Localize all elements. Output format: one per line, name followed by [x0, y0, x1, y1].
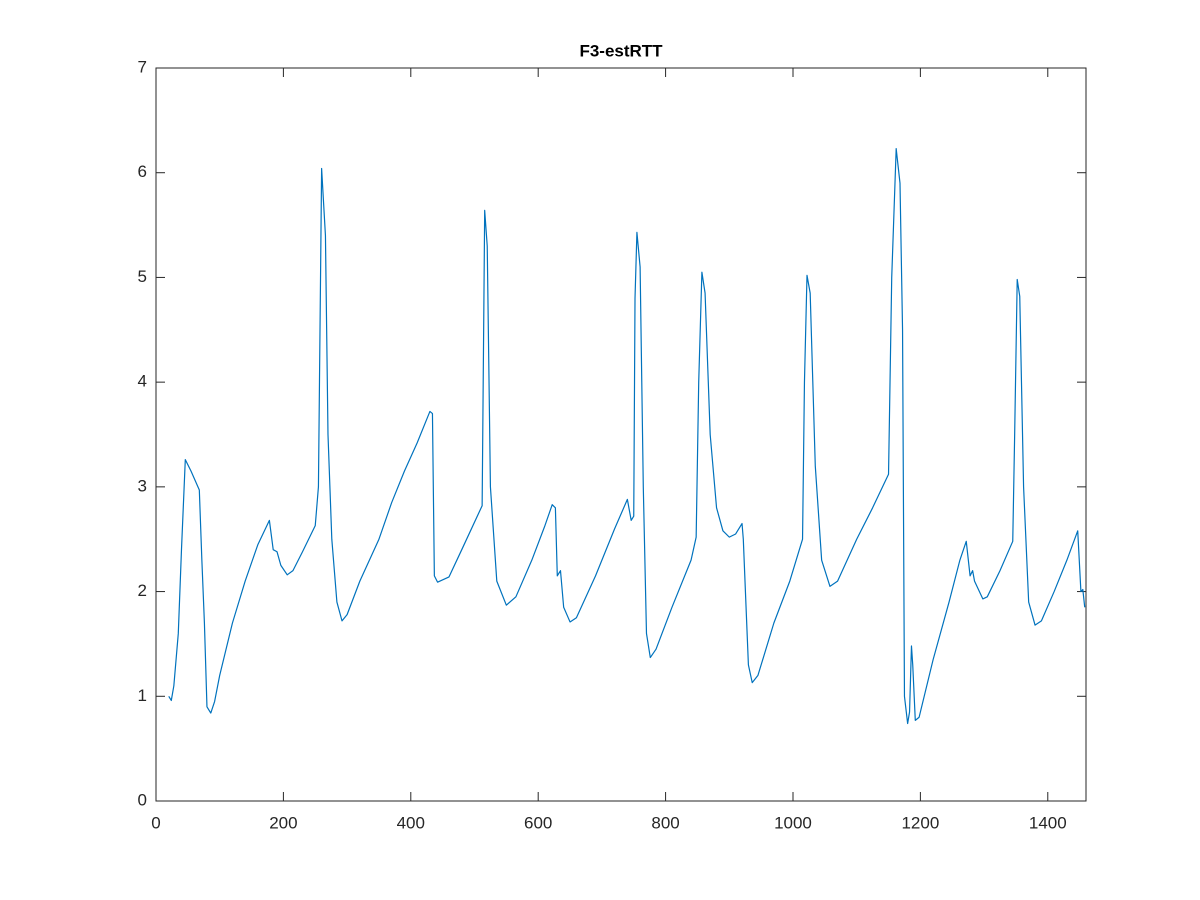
x-tick-label: 600 — [524, 813, 552, 832]
x-tick-label: 200 — [269, 813, 297, 832]
data-line — [168, 148, 1086, 725]
x-tick-label: 1200 — [901, 813, 939, 832]
y-tick-label: 4 — [138, 372, 147, 391]
x-tick-label: 400 — [397, 813, 425, 832]
x-tick-label: 0 — [151, 813, 160, 832]
x-tick-label: 1000 — [774, 813, 812, 832]
x-tick-label: 800 — [651, 813, 679, 832]
axes-box — [155, 67, 1087, 802]
y-tick-label: 2 — [138, 581, 147, 600]
y-tick-label: 6 — [138, 162, 147, 181]
y-tick-label: 1 — [138, 686, 147, 705]
y-tick-label: 3 — [138, 476, 147, 495]
y-tick-label: 7 — [138, 57, 147, 76]
y-tick-label: 0 — [138, 790, 147, 809]
y-tick-label: 5 — [138, 267, 147, 286]
chart-title: F3-estRTT — [579, 41, 663, 60]
x-tick-label: 1400 — [1029, 813, 1067, 832]
